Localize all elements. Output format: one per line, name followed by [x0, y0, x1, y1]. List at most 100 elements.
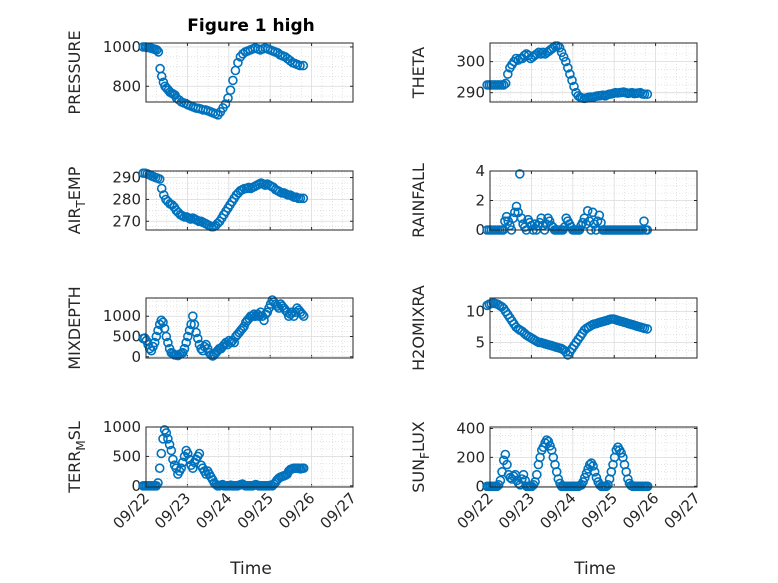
y-tick-label: 800 [112, 77, 141, 95]
data-point [161, 428, 172, 438]
data-point [578, 477, 588, 487]
data-point [272, 47, 283, 58]
y-axis-label-subscript: F [418, 452, 432, 459]
data-point [545, 440, 555, 451]
axes-box [489, 297, 698, 359]
data-point [502, 459, 512, 470]
data-point [511, 201, 522, 212]
y-tick-label: 4 [475, 162, 485, 180]
data-point [285, 55, 295, 66]
data-point [156, 183, 167, 194]
data-point [560, 56, 571, 67]
data-point [298, 193, 309, 204]
data-point [183, 331, 193, 342]
data-point [164, 439, 175, 450]
y-tick-label: 10 [466, 303, 485, 321]
data-point [588, 461, 598, 471]
data-point [149, 337, 160, 348]
data-point [639, 216, 649, 226]
y-axis-label: RAINFALL [409, 163, 428, 238]
data-point [297, 309, 307, 320]
data-point [500, 449, 511, 460]
data-point [156, 448, 167, 459]
data-point [229, 337, 239, 348]
data-point [642, 324, 653, 334]
y-tick-label: 0 [131, 348, 141, 366]
data-point [493, 479, 504, 490]
data-point [536, 49, 546, 59]
data-point [156, 315, 167, 326]
data-point [498, 80, 509, 90]
subplot-mixdepth: 0 500 1000 MIXDEPTH [65, 286, 354, 370]
data-point [225, 85, 236, 95]
data-point [247, 311, 258, 322]
y-axis-label-part: SUN [409, 459, 428, 493]
axes-box [489, 426, 698, 488]
data-point [565, 69, 575, 79]
data-point [181, 337, 191, 348]
data-point [495, 475, 506, 486]
data-point [295, 60, 305, 71]
y-tick-label: 270 [112, 212, 141, 230]
figure-title: Figure 1 high [187, 16, 315, 36]
data-point [226, 337, 236, 348]
subplot-theta: 290 300 THETA [409, 41, 698, 104]
data-point [154, 463, 165, 474]
data-point [642, 89, 653, 99]
data-point [569, 81, 579, 92]
data-point [511, 53, 521, 64]
y-tick-label: 400 [456, 419, 485, 437]
data-point [509, 207, 520, 218]
y-axis-label: AIRTEMP [65, 166, 88, 234]
y-axis-label: MIXDEPTH [65, 286, 84, 369]
data-point [183, 448, 193, 459]
data-point [224, 335, 234, 346]
data-point [616, 448, 627, 458]
y-tick-label: 0 [475, 477, 485, 495]
x-axis-label-right: Time [573, 559, 616, 579]
y-axis-label: SUNFLUX [409, 421, 432, 493]
data-point [193, 333, 203, 344]
data-point [514, 169, 525, 179]
data-point [166, 445, 177, 456]
data-point [153, 325, 163, 336]
data-point [554, 42, 565, 53]
data-point [161, 331, 172, 342]
y-axis-label-part: EMP [65, 166, 84, 200]
data-point [152, 45, 162, 55]
data-point [168, 454, 178, 465]
data-point [163, 433, 173, 444]
axes-box [145, 426, 354, 488]
axes-box [145, 297, 354, 359]
data-point [176, 463, 186, 474]
y-axis-label-subscript: M [74, 440, 88, 450]
data-point [518, 469, 529, 480]
data-point [163, 337, 173, 348]
data-point [153, 47, 164, 57]
data-point [639, 89, 650, 99]
axes-box [145, 42, 354, 103]
data-point [156, 71, 167, 82]
data-point [191, 327, 201, 338]
data-point [228, 75, 238, 86]
axes-box [489, 170, 698, 231]
data-point [538, 47, 548, 58]
y-tick-label: 1000 [103, 418, 141, 436]
data-point [603, 479, 613, 490]
y-axis-label: THETA [409, 47, 428, 99]
data-point [500, 78, 511, 89]
y-tick-label: 290 [456, 84, 485, 102]
data-point [503, 216, 514, 226]
data-point [194, 448, 205, 459]
data-point [548, 42, 559, 53]
data-point [179, 343, 190, 354]
data-point [220, 99, 231, 109]
data-point [233, 57, 243, 68]
data-point [501, 211, 512, 222]
y-axis-label: H2OMIXRA [409, 285, 428, 371]
y-tick-label: 0 [475, 221, 485, 239]
subplot-pressure: 800 1000 PRESSURE [65, 30, 354, 120]
data-point [154, 174, 165, 184]
y-axis-label-part: SL [65, 421, 84, 440]
data-point [151, 331, 162, 342]
